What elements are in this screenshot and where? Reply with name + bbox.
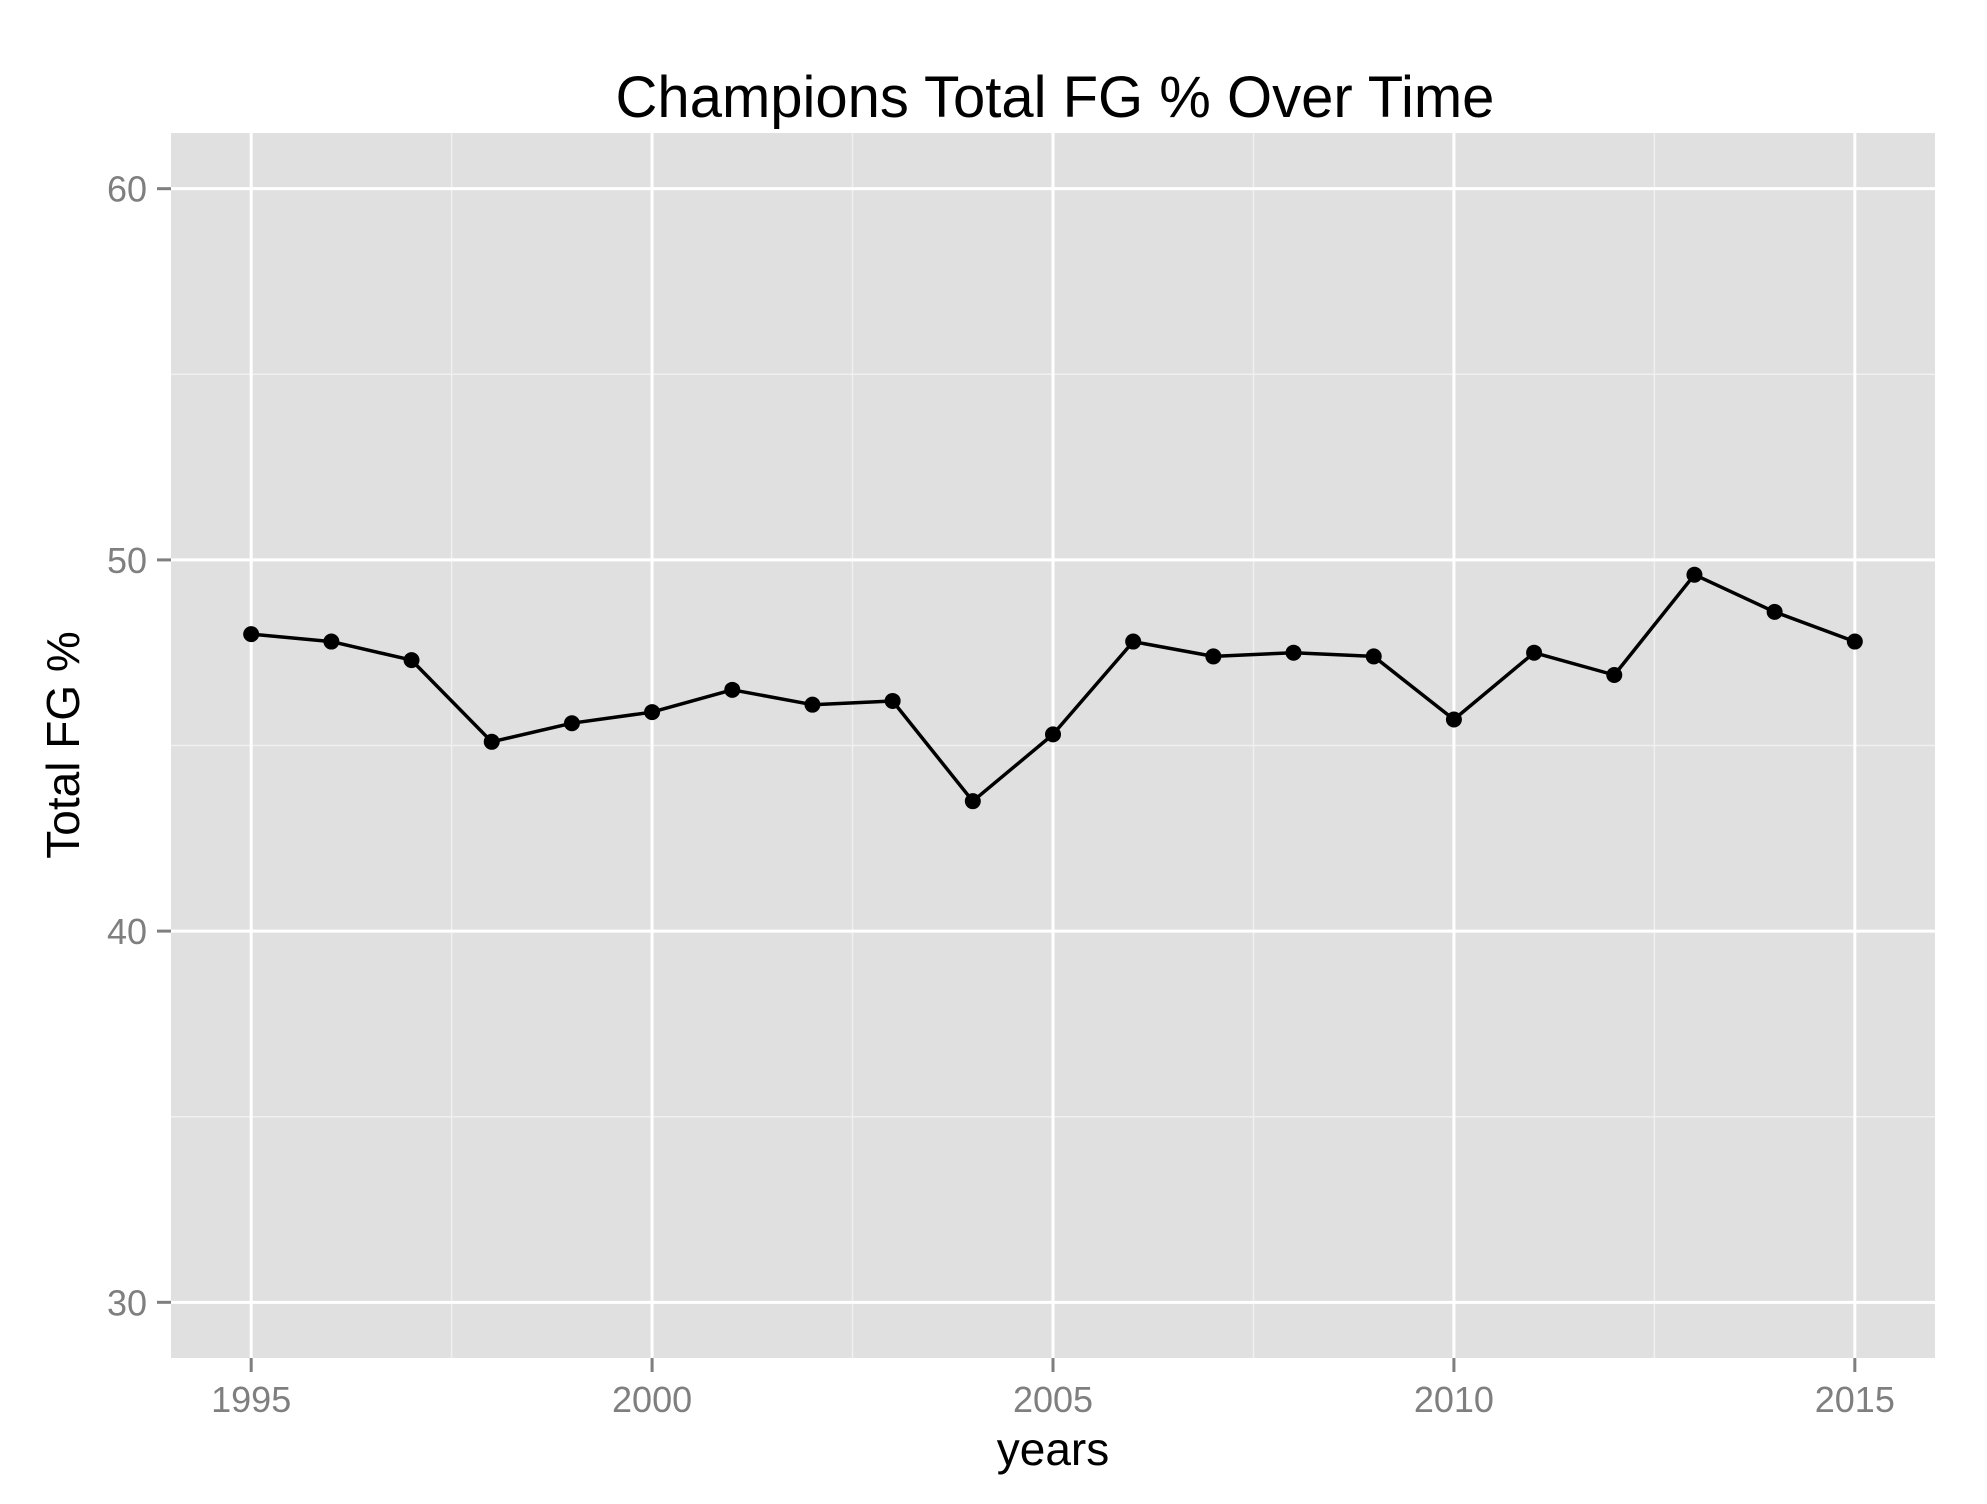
- y-tick-label: 30: [107, 1282, 147, 1323]
- data-point: [1526, 644, 1543, 661]
- data-point: [483, 733, 500, 750]
- x-tick-label: 1995: [211, 1379, 291, 1420]
- x-tick-label: 2015: [1815, 1379, 1895, 1420]
- data-point: [403, 652, 420, 669]
- x-tick-label: 2010: [1414, 1379, 1494, 1420]
- data-point: [1365, 648, 1382, 665]
- data-point: [644, 704, 661, 721]
- data-point: [1445, 711, 1462, 728]
- y-tick-label: 40: [107, 911, 147, 952]
- data-point: [964, 793, 981, 810]
- data-point: [1285, 644, 1302, 661]
- data-points: [243, 566, 1863, 810]
- data-point: [1125, 633, 1142, 650]
- data-point: [243, 626, 260, 643]
- data-point: [724, 681, 741, 698]
- data-point: [1606, 666, 1623, 683]
- data-point: [1045, 726, 1061, 743]
- data-point: [563, 715, 580, 732]
- y-axis-title: Total FG %: [37, 631, 89, 859]
- tick-labels: 30 40 50 60 1995 2000 2005 2010 2015: [107, 169, 1895, 1420]
- data-point: [804, 696, 821, 713]
- data-point: [884, 692, 901, 709]
- data-point: [1766, 603, 1783, 620]
- axis-ticks: [157, 187, 1857, 1372]
- y-tick-label: 50: [107, 540, 147, 581]
- data-point: [1205, 648, 1222, 665]
- y-tick-label: 60: [107, 169, 147, 210]
- major-gridlines: [171, 133, 1935, 1358]
- data-point: [1686, 566, 1703, 583]
- data-point: [1846, 633, 1863, 650]
- data-point: [323, 633, 340, 650]
- x-tick-label: 2005: [1013, 1379, 1093, 1420]
- x-tick-label: 2000: [612, 1379, 692, 1420]
- x-axis-title: years: [997, 1423, 1109, 1475]
- chart-title: Champions Total FG % Over Time: [616, 65, 1495, 130]
